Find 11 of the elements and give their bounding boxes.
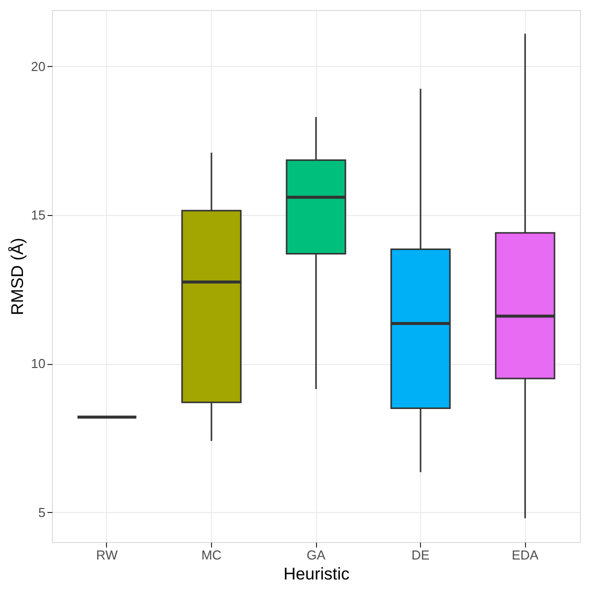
x-tick-label: DE: [412, 548, 430, 562]
y-tick-label: 5: [38, 504, 46, 520]
x-tick-label: RW: [96, 548, 118, 562]
x-tick-label: MC: [201, 548, 222, 562]
y-tick-label: 20: [31, 58, 46, 74]
x-tick-label: GA: [306, 548, 326, 562]
y-axis-title: RMSD (Å): [8, 238, 28, 316]
y-tick-label: 15: [31, 208, 46, 223]
y-tick-label: 10: [31, 356, 46, 372]
x-axis-title: Heuristic: [283, 564, 350, 584]
x-tick-label: EDA: [512, 548, 539, 562]
